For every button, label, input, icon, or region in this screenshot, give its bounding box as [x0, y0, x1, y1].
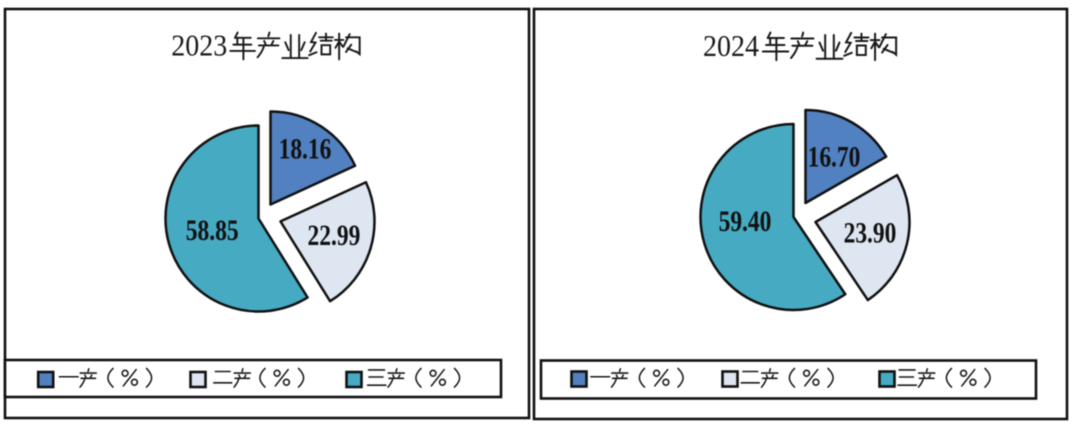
svg-text:2023: 2023 — [171, 30, 227, 63]
svg-text:58.85: 58.85 — [186, 213, 239, 246]
svg-text:23.90: 23.90 — [844, 216, 897, 249]
svg-text:18.16: 18.16 — [279, 132, 332, 165]
svg-text:22.99: 22.99 — [307, 218, 360, 251]
svg-text:16.70: 16.70 — [808, 140, 861, 173]
svg-text:2024: 2024 — [703, 30, 759, 63]
svg-text:59.40: 59.40 — [719, 205, 772, 238]
